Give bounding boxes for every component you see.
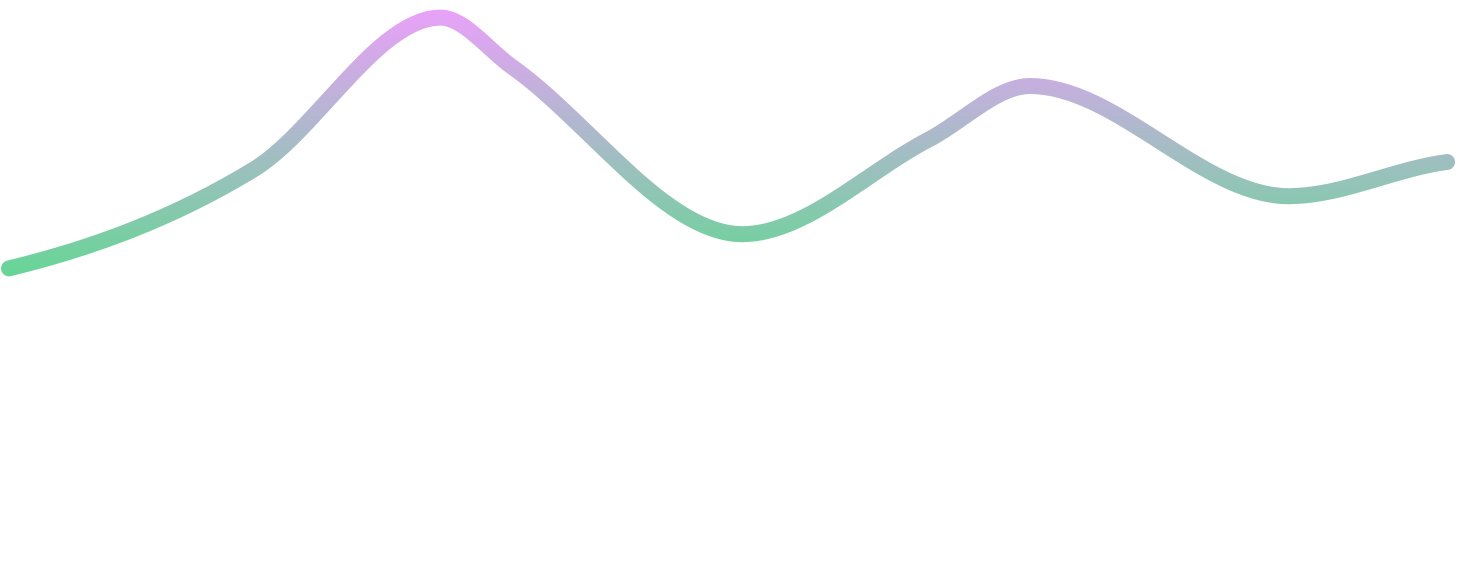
series-line-0 bbox=[1, 9, 1455, 277]
series-layer bbox=[1, 9, 1455, 277]
